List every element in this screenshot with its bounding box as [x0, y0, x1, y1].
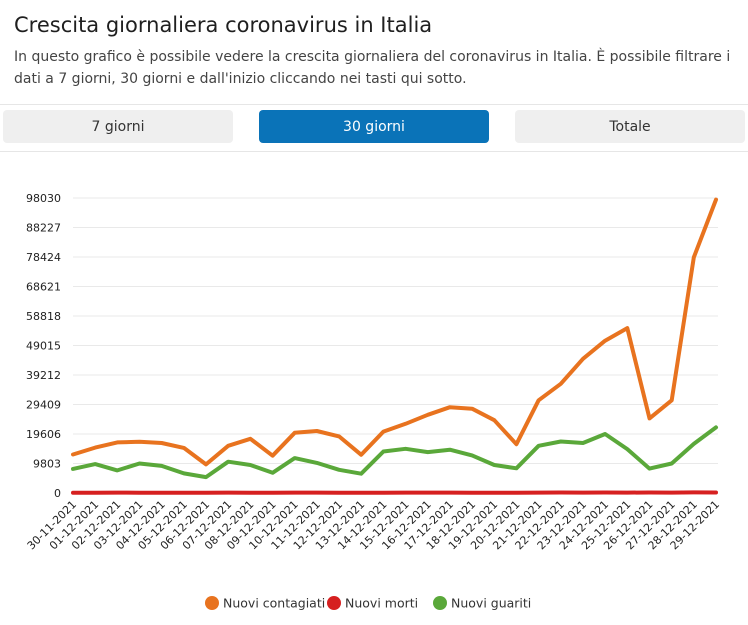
y-tick-label: 0 [54, 487, 61, 500]
y-tick-label: 98030 [26, 192, 61, 205]
y-tick-label: 49015 [26, 340, 61, 353]
page-subtitle: In questo grafico è possibile vedere la … [14, 49, 731, 87]
series-line-nuovi-guariti [71, 425, 718, 480]
divider [0, 151, 748, 152]
tab-7-giorni[interactable]: 7 giorni [3, 110, 233, 143]
tab-30-giorni[interactable]: 30 giorni [259, 110, 489, 143]
y-tick-label: 9803 [33, 458, 61, 471]
legend-label: Nuovi morti [345, 596, 418, 611]
tab-totale[interactable]: Totale [515, 110, 745, 143]
legend-label: Nuovi guariti [451, 596, 531, 611]
y-tick-label: 19606 [26, 428, 61, 441]
divider [0, 104, 748, 105]
y-tick-label: 39212 [26, 369, 61, 382]
series-line-nuovi-contagiati [71, 197, 718, 467]
y-tick-label: 78424 [26, 251, 61, 264]
legend-label: Nuovi contagiati [223, 596, 325, 611]
range-tabs: 7 giorni 30 giorni Totale [3, 110, 745, 143]
y-tick-label: 88227 [26, 222, 61, 235]
y-tick-label: 58818 [26, 310, 61, 323]
legend-marker [205, 596, 219, 610]
y-tick-label: 29409 [26, 399, 61, 412]
legend-marker [433, 596, 447, 610]
page-title: Crescita giornaliera coronavirus in Ital… [14, 13, 433, 37]
legend-marker [327, 596, 341, 610]
y-tick-label: 68621 [26, 281, 61, 294]
chart-header: Crescita giornaliera coronavirus in Ital… [0, 0, 748, 90]
